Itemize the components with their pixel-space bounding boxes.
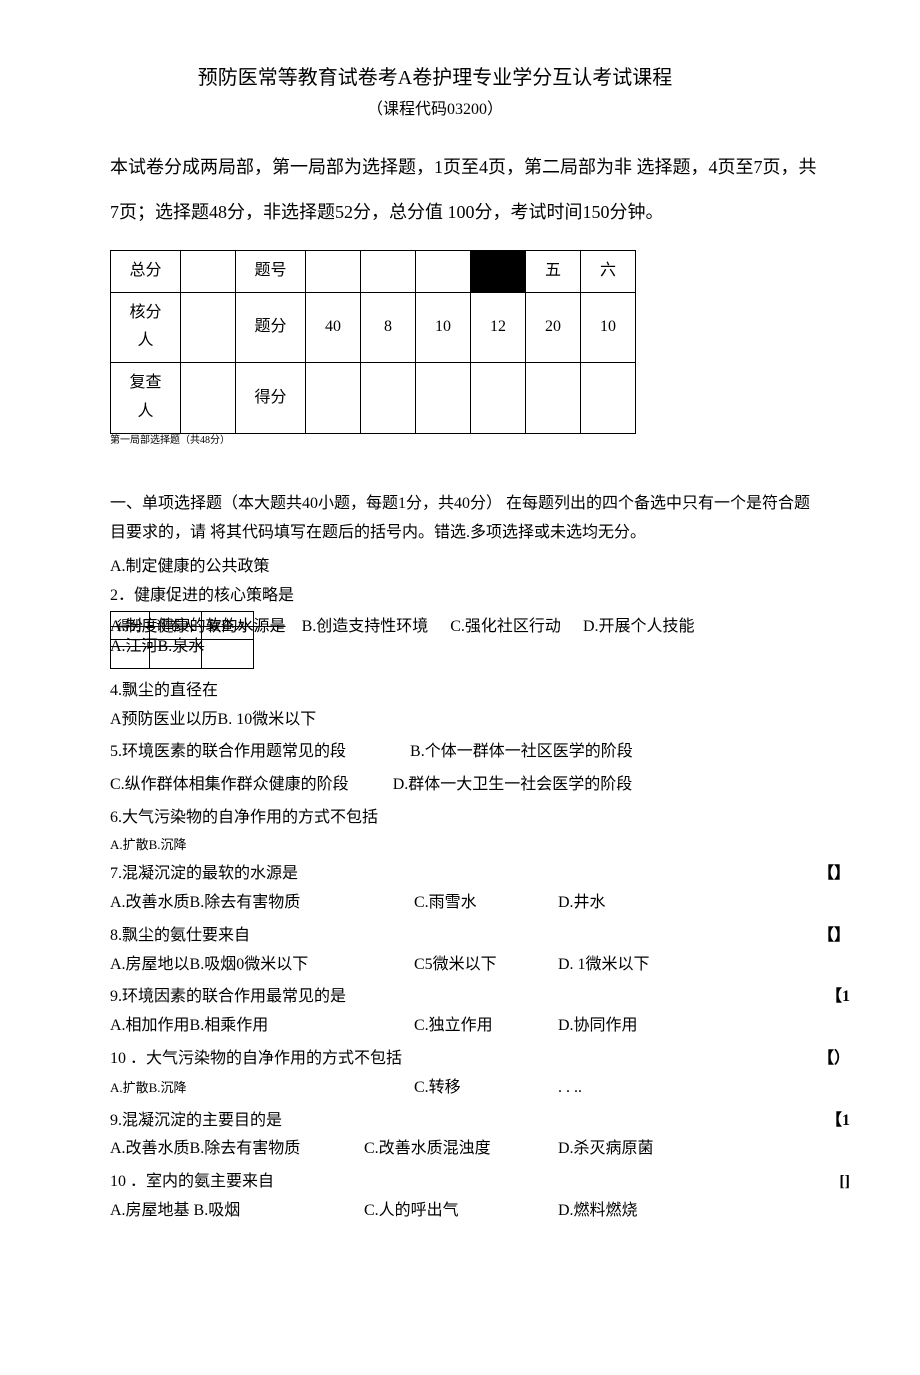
q7-opt-c: C.雨雪水	[414, 889, 554, 918]
question-10a: 10 ．大气污染物的自净作用的方式不包括 【） A.扩散B.沉降 C.转移 . …	[110, 1045, 820, 1103]
cell	[416, 250, 471, 292]
opt-b: B.创造支持性环境	[302, 613, 429, 642]
cell: 8	[361, 292, 416, 363]
title-main: 预防医常等教育试卷考A卷护理专业学分互认考试课程	[50, 60, 820, 96]
question-9: 9.环境因素的联合作用最常见的是 【1 A.相加作用B.相乘作用 C.独立作用 …	[110, 983, 820, 1041]
cell-black	[471, 250, 526, 292]
line-a: A.制定健康的公共政策	[110, 553, 820, 582]
cell: 10	[416, 292, 471, 363]
q10a-opt-a: A.扩散B.沉降	[110, 1076, 410, 1099]
title-sub: （课程代码03200）	[50, 96, 820, 125]
question-10b: 10 ．室内的氨主要来自 [] A.房屋地基 B.吸烟 C.人的呼出气 D.燃料…	[110, 1168, 820, 1226]
bracket: 【】	[818, 922, 850, 951]
cell: 10	[581, 292, 636, 363]
cell: 复查人	[111, 363, 181, 434]
opt-c: C.强化社区行动	[450, 613, 561, 642]
cell	[471, 363, 526, 434]
cell: 12	[471, 292, 526, 363]
questions-block: 一、单项选择题（本大题共40小题，每题1分，共40分） 在每题列出的四个备选中只…	[110, 490, 820, 1226]
cell	[416, 363, 471, 434]
q2-text: 2．健康促进的核心策略是	[110, 582, 820, 611]
cell	[202, 640, 254, 668]
part1-heading: 一、单项选择题（本大题共40小题，每题1分，共40分） 在每题列出的四个备选中只…	[110, 490, 820, 548]
q8-opt-d: D. 1微米以下	[558, 956, 650, 973]
bracket: 【1	[826, 1107, 850, 1136]
bracket: []	[839, 1168, 850, 1197]
q10a-opt-d: . . ..	[558, 1079, 582, 1096]
question-6: 6.大气污染物的自净作用的方式不包括 A.扩散B.沉降	[110, 804, 820, 856]
q10b-opt-d: D.燃料燃烧	[558, 1202, 638, 1219]
q8-opt-a: A.房屋地以B.吸烟0微米以下	[110, 951, 410, 980]
q9-opt-c: C.独立作用	[414, 1012, 554, 1041]
q6-text: 6.大气污染物的自净作用的方式不包括	[110, 804, 820, 833]
q10b-opt-a: A.房屋地基 B.吸烟	[110, 1197, 360, 1226]
cell: 得分	[236, 363, 306, 434]
cell: 题分	[236, 292, 306, 363]
cell: 40	[306, 292, 361, 363]
q10b-opt-c: C.人的呼出气	[364, 1197, 554, 1226]
q6pre-right: D.群体一大卫生一社会医学的阶段	[393, 776, 633, 793]
cell: 六	[581, 250, 636, 292]
question-9b: 9.混凝沉淀的主要目的是 【1 A.改善水质B.除去有害物质 C.改善水质混浊度…	[110, 1107, 820, 1165]
section-note: 第一局部选择题（共48分）	[110, 432, 820, 450]
cell	[361, 363, 416, 434]
q5-text: 5.环境医素的联合作用题常见的段	[110, 743, 346, 760]
cell: 题号	[236, 250, 306, 292]
q5-opt-b: B.个体一群体一社区医学的阶段	[410, 743, 633, 760]
q4-text: 4.飘尘的直径在	[110, 677, 820, 706]
opt-d: D.开展个人技能	[583, 613, 695, 642]
q10b-text: 10 ．室内的氨主要来自	[110, 1173, 274, 1190]
cell	[361, 250, 416, 292]
q9b-opt-c: C.改善水质混浊度	[364, 1135, 554, 1164]
q10a-text: 10 ．大气污染物的自净作用的方式不包括	[110, 1050, 402, 1067]
q6pre-left: C.纵作群体相集作群众健康的阶段	[110, 776, 349, 793]
q6-opts: A.扩散B.沉降	[110, 833, 820, 856]
q9-text: 9.环境因素的联合作用最常见的是	[110, 988, 346, 1005]
cell: 核分人	[111, 292, 181, 363]
cell: 五	[526, 250, 581, 292]
water-line: A.江河B.泉水	[110, 638, 204, 655]
question-6-pre: C.纵作群体相集作群众健康的阶段 D.群体一大卫生一社会医学的阶段	[110, 771, 820, 800]
intro-text: 本试卷分成两局部，第一局部为选择题，1页至4页，第二局部为非 选择题，4页至7页…	[110, 145, 820, 235]
q9b-opt-a: A.改善水质B.除去有害物质	[110, 1135, 360, 1164]
q9b-text: 9.混凝沉淀的主要目的是	[110, 1112, 282, 1129]
cell	[306, 250, 361, 292]
cell	[181, 292, 236, 363]
cell	[306, 363, 361, 434]
cell	[581, 363, 636, 434]
question-5: 5.环境医素的联合作用题常见的段 B.个体一群体一社区医学的阶段	[110, 738, 820, 767]
q8-text: 8.飘尘的氨仕要来自	[110, 927, 250, 944]
cell: 总分	[111, 250, 181, 292]
q4-line: A预防医业以历B. 10微米以下	[110, 706, 820, 735]
q7-opt-d: D.井水	[558, 894, 606, 911]
score-table: 总分 题号 五 六 核分人 题分 40 8 10 12 20 10 复查人 得分	[110, 250, 636, 434]
q8-opt-c: C5微米以下	[414, 951, 554, 980]
cell	[181, 250, 236, 292]
cell	[181, 363, 236, 434]
q9b-opt-d: D.杀灭病原菌	[558, 1140, 654, 1157]
question-2: 2．健康促进的核心策略是	[110, 582, 820, 611]
q10a-opt-c: C.转移	[414, 1074, 554, 1103]
bracket: 【1	[826, 983, 850, 1012]
cell	[526, 363, 581, 434]
question-4: 4.飘尘的直径在 A预防医业以历B. 10微米以下	[110, 677, 820, 735]
question-7: 7.混凝沉淀的最软的水源是 【】 A.改善水质B.除去有害物质 C.雨雪水 D.…	[110, 860, 820, 918]
bracket: 【】	[818, 860, 850, 889]
title-block: 预防医常等教育试卷考A卷护理专业学分互认考试课程 （课程代码03200）	[50, 60, 820, 125]
q9-opt-d: D.协同作用	[558, 1017, 638, 1034]
q9-opt-a: A.相加作用B.相乘作用	[110, 1012, 410, 1041]
q7-text: 7.混凝沉淀的最软的水源是	[110, 865, 298, 882]
q7-opt-a: A.改善水质B.除去有害物质	[110, 889, 410, 918]
question-8: 8.飘尘的氨仕要来自 【】 A.房屋地以B.吸烟0微米以下 C5微米以下 D. …	[110, 922, 820, 980]
bracket: 【）	[818, 1045, 850, 1074]
cell: 20	[526, 292, 581, 363]
